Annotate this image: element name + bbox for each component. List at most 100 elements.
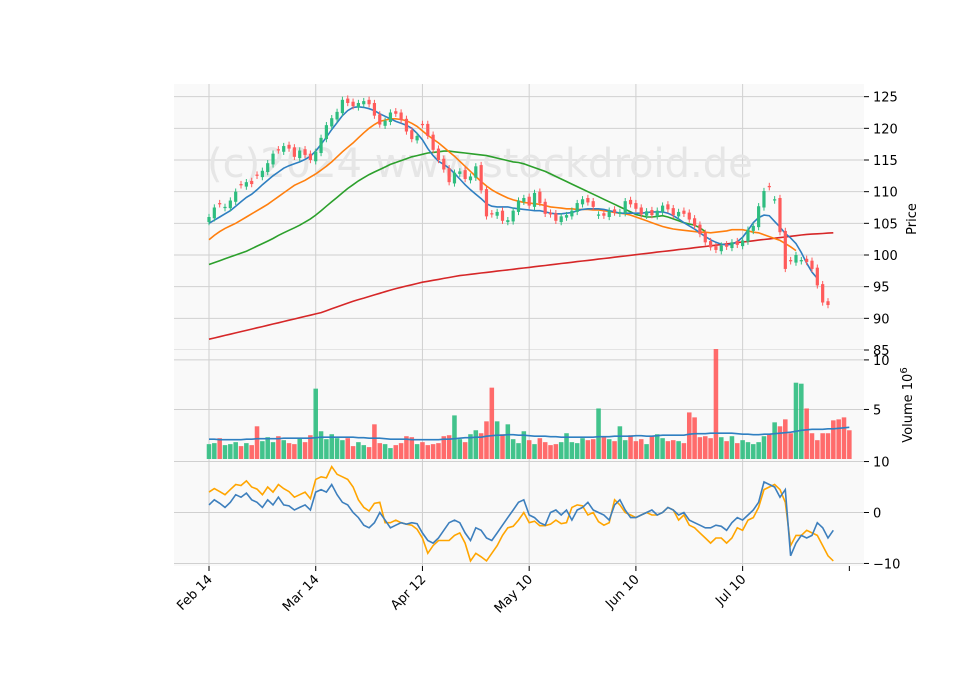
- candle-body: [308, 153, 312, 160]
- candle-body: [751, 225, 755, 231]
- oscillator-grid: [174, 459, 864, 566]
- candle-body: [805, 258, 809, 262]
- candle-body: [773, 199, 777, 201]
- y-tick-label: 95: [873, 281, 890, 296]
- candle-body: [575, 203, 579, 212]
- candle-body: [474, 166, 478, 178]
- y-tick-label: 100: [873, 249, 898, 264]
- volume-bar: [244, 443, 249, 459]
- volume-bar: [436, 443, 441, 459]
- volume-bar: [254, 426, 260, 459]
- volume-bar: [366, 447, 372, 459]
- y-tick-label: 5: [873, 403, 881, 418]
- volume-bar: [372, 424, 377, 459]
- candle-body: [810, 260, 814, 269]
- volume-bar: [265, 437, 270, 459]
- candle-body: [372, 103, 377, 116]
- candle-body: [671, 208, 675, 216]
- volume-grid: [174, 350, 864, 459]
- y-tick-label: 125: [873, 91, 898, 106]
- volume-bar: [638, 439, 644, 459]
- volume-bar: [468, 434, 473, 459]
- volume-bar: [452, 415, 457, 459]
- volume-bar: [249, 445, 254, 459]
- volume-bar: [324, 439, 329, 459]
- x-tick-label: May 10: [492, 572, 536, 616]
- volume-bar: [377, 443, 383, 459]
- volume-bar: [836, 419, 841, 459]
- candle-body: [639, 207, 643, 215]
- volume-bar: [708, 438, 713, 459]
- sma200-line: [208, 232, 834, 340]
- volume-bar: [425, 445, 431, 459]
- candle-body: [276, 149, 280, 151]
- candle-body: [255, 174, 259, 176]
- x-tick-label: Jun 10: [602, 572, 642, 612]
- volume-bar: [622, 440, 628, 459]
- volume-bar: [729, 436, 735, 459]
- candle-body: [799, 260, 803, 262]
- volume-bar: [617, 426, 623, 459]
- candle-body: [378, 114, 382, 125]
- volume-bar: [681, 443, 687, 459]
- volume-bar: [686, 412, 692, 459]
- volume-bar: [276, 436, 281, 459]
- candle-body: [511, 210, 515, 222]
- volume-bar: [847, 430, 852, 459]
- candle-body: [426, 123, 430, 136]
- candle-body: [655, 210, 659, 217]
- volume-average-line: [209, 426, 850, 441]
- candle-body: [282, 146, 286, 152]
- candle-body: [346, 98, 350, 103]
- y-tick-label: 105: [873, 217, 898, 232]
- candle-body: [687, 212, 691, 220]
- y-tick-label: 115: [873, 154, 898, 169]
- volume-panel: [174, 350, 864, 459]
- candle-body: [692, 218, 697, 226]
- candle-body: [260, 170, 264, 178]
- candle-body: [452, 172, 457, 184]
- volume-bar: [404, 436, 409, 459]
- candle-body: [506, 220, 510, 223]
- volume-bar: [382, 444, 388, 459]
- volume-bar: [606, 439, 612, 459]
- volume-bar: [537, 438, 543, 459]
- candle-body: [314, 151, 318, 162]
- volume-bar: [222, 445, 228, 459]
- volume-bar: [633, 441, 639, 459]
- volume-bar: [793, 382, 799, 459]
- oscillator-lines: [208, 465, 834, 563]
- volume-bar: [804, 408, 809, 459]
- candle-body: [746, 229, 750, 242]
- candle-body: [324, 125, 328, 140]
- y-tick-label: 10: [873, 456, 890, 471]
- candle-body: [709, 241, 713, 248]
- candle-body: [815, 267, 819, 286]
- y-tick-label: 10: [873, 354, 890, 369]
- candle-body: [490, 213, 494, 215]
- volume-bar: [820, 433, 825, 459]
- candle-body: [447, 168, 451, 183]
- volume-bar: [660, 438, 665, 459]
- volume-bar: [735, 443, 740, 459]
- volume-bar: [350, 446, 356, 459]
- y-tick-label: 85: [873, 344, 890, 359]
- candle-body: [388, 112, 393, 122]
- candle-body: [410, 130, 414, 140]
- y-tick-label: −10: [873, 557, 900, 572]
- volume-bar: [590, 439, 596, 459]
- y-tick-label: 120: [873, 122, 898, 137]
- volume-bar: [702, 436, 708, 459]
- candle-body: [394, 111, 398, 114]
- volume-bar: [756, 442, 761, 459]
- candle-body: [458, 171, 462, 174]
- volume-bar: [388, 448, 393, 459]
- volume-bar: [532, 444, 537, 459]
- candle-body: [666, 204, 670, 210]
- candle-body: [623, 201, 627, 214]
- volume-bar: [831, 420, 836, 459]
- candle-body: [602, 213, 606, 216]
- volume-bar: [596, 408, 601, 459]
- candle-body: [570, 210, 574, 217]
